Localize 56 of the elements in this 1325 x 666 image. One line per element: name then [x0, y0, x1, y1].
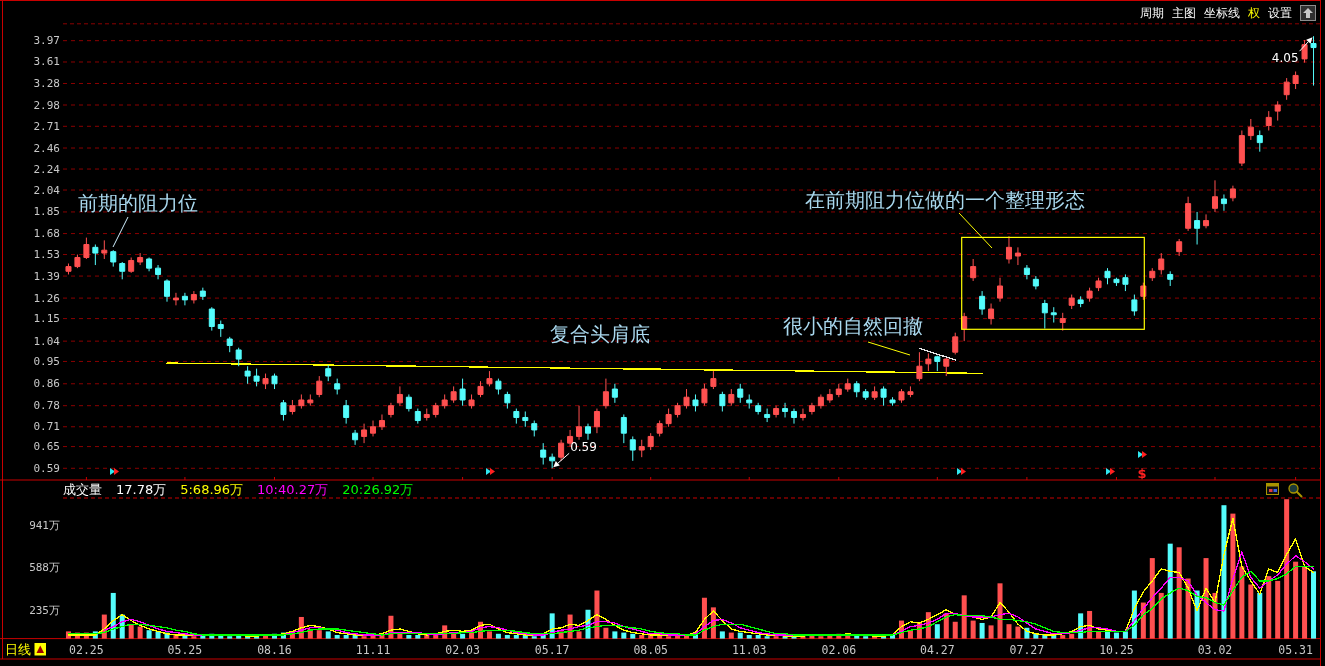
x-tick-label: 11.03: [731, 643, 767, 657]
y-tick-label: 0.78: [33, 399, 60, 413]
x-tick-label: 11.11: [355, 643, 391, 657]
annotation: 4.05: [1271, 51, 1299, 66]
y-tick-label: 1.85: [33, 205, 60, 219]
x-tick-label: 08.05: [633, 643, 669, 657]
annotation: 很小的自然回撤: [783, 314, 923, 338]
text: 20:26.92万: [342, 481, 414, 497]
y-tick-label: 2.24: [33, 162, 61, 176]
y-tick-label: 2.46: [33, 141, 60, 155]
y-tick-label: 3.97: [33, 34, 60, 48]
y-tick-label: 1.68: [33, 227, 60, 241]
text: 17.78万: [116, 481, 167, 497]
x-tick-label: 03.02: [1197, 643, 1233, 657]
text: 主图: [1172, 6, 1196, 20]
x-tick-label: 10.25: [1099, 643, 1134, 657]
y-tick-label: 3.28: [33, 76, 60, 90]
annotation: 复合头肩底: [550, 322, 650, 346]
y-tick-label: 1.26: [33, 291, 60, 305]
annotation: 在前期阻力位做的一个整理形态: [805, 188, 1085, 212]
chart-title: 成交量: [63, 481, 102, 497]
y-tick-label: 3.61: [33, 55, 60, 69]
x-tick-label: 05.25: [167, 643, 203, 657]
text: 权: [1247, 6, 1260, 20]
annotation: 0.59: [570, 440, 597, 455]
y-tick-label: 1.15: [33, 312, 60, 326]
y-tick-label: 2.71: [33, 119, 60, 133]
y-tick-label: 1.04: [33, 334, 61, 348]
text: 坐标线: [1204, 6, 1240, 20]
x-tick-label: 02.25: [69, 643, 104, 657]
annotation: $: [1137, 465, 1147, 481]
text: 周期: [1140, 6, 1164, 20]
text: 日线: [5, 641, 31, 657]
y-tick-label: 1.53: [33, 248, 60, 262]
text: 5:68.96万: [180, 481, 244, 497]
annotation: 前期的阻力位: [78, 191, 198, 215]
x-tick-label: 05.17: [534, 643, 570, 657]
text: 设置: [1268, 6, 1292, 20]
y-tick-label: 1.39: [33, 269, 60, 283]
text: 10:40.27万: [257, 481, 329, 497]
x-tick-label: 04.27: [920, 643, 955, 657]
x-tick-label: 07.27: [1009, 643, 1045, 657]
x-tick-label: 02.03: [445, 643, 480, 657]
y-tick-label: 941万: [29, 519, 60, 533]
y-tick-label: 0.59: [33, 461, 60, 475]
y-tick-label: 2.98: [33, 98, 60, 112]
x-tick-label: 08.16: [257, 643, 292, 657]
y-tick-label: 0.95: [33, 354, 60, 368]
y-tick-label: 0.71: [33, 420, 60, 434]
y-tick-label: 2.04: [33, 183, 61, 197]
x-tick-label: 05.31: [1278, 643, 1313, 657]
y-tick-label: 235万: [29, 603, 60, 617]
x-tick-label: 02.06: [821, 643, 857, 657]
y-tick-label: 0.86: [33, 377, 60, 391]
y-tick-label: 0.65: [33, 440, 60, 454]
y-tick-label: 588万: [29, 561, 60, 575]
